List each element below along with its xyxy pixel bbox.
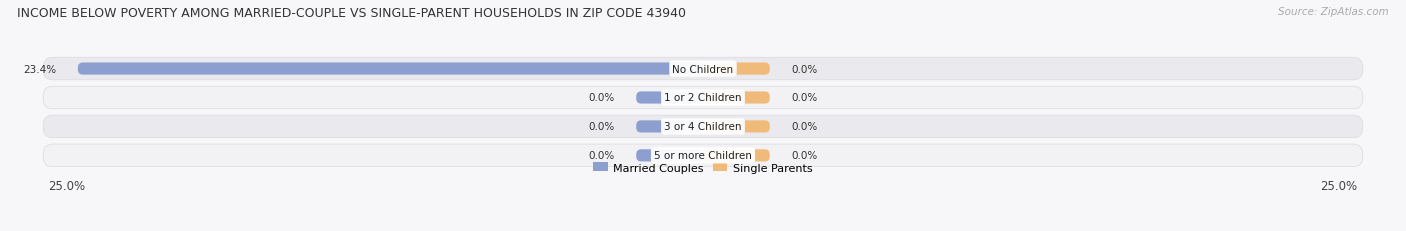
FancyBboxPatch shape: [636, 150, 703, 162]
Text: 0.0%: 0.0%: [589, 93, 614, 103]
Legend: Married Couples, Single Parents: Married Couples, Single Parents: [589, 158, 817, 177]
FancyBboxPatch shape: [703, 150, 769, 162]
Text: 0.0%: 0.0%: [792, 151, 817, 161]
Text: 0.0%: 0.0%: [792, 122, 817, 132]
Text: No Children: No Children: [672, 64, 734, 74]
FancyBboxPatch shape: [44, 87, 1362, 109]
Text: INCOME BELOW POVERTY AMONG MARRIED-COUPLE VS SINGLE-PARENT HOUSEHOLDS IN ZIP COD: INCOME BELOW POVERTY AMONG MARRIED-COUPL…: [17, 7, 686, 20]
FancyBboxPatch shape: [703, 121, 769, 133]
Text: 1 or 2 Children: 1 or 2 Children: [664, 93, 742, 103]
Text: 0.0%: 0.0%: [792, 64, 817, 74]
FancyBboxPatch shape: [77, 63, 703, 75]
Text: 25.0%: 25.0%: [48, 179, 86, 192]
Text: 3 or 4 Children: 3 or 4 Children: [664, 122, 742, 132]
FancyBboxPatch shape: [44, 144, 1362, 167]
Text: 0.0%: 0.0%: [792, 93, 817, 103]
Text: 25.0%: 25.0%: [1320, 179, 1358, 192]
FancyBboxPatch shape: [44, 58, 1362, 80]
Text: 0.0%: 0.0%: [589, 151, 614, 161]
Text: 0.0%: 0.0%: [589, 122, 614, 132]
FancyBboxPatch shape: [636, 121, 703, 133]
FancyBboxPatch shape: [703, 92, 769, 104]
Text: 5 or more Children: 5 or more Children: [654, 151, 752, 161]
FancyBboxPatch shape: [636, 92, 703, 104]
Text: 23.4%: 23.4%: [24, 64, 56, 74]
FancyBboxPatch shape: [44, 116, 1362, 138]
FancyBboxPatch shape: [703, 63, 769, 75]
Text: Source: ZipAtlas.com: Source: ZipAtlas.com: [1278, 7, 1389, 17]
